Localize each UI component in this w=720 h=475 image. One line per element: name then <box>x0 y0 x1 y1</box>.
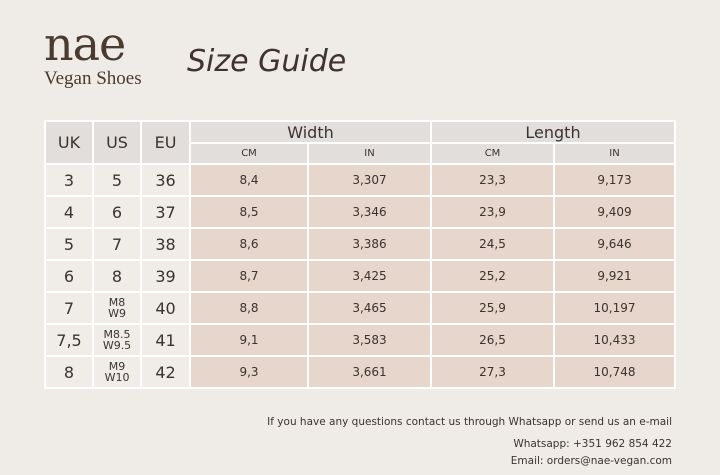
cell-length-in: 9,173 <box>553 163 676 197</box>
cell-us: M9 W10 <box>92 355 142 389</box>
header-eu: EU <box>140 120 191 165</box>
cell-eu: 39 <box>140 259 191 293</box>
cell-width-in: 3,661 <box>307 355 432 389</box>
us-size-line: M8 <box>108 296 126 309</box>
contact-email: Email: orders@nae-vegan.com <box>510 455 672 467</box>
brand-logo: nae Vegan Shoes <box>44 17 142 90</box>
table-row: 6 8 39 8,7 3,425 25,2 9,921 <box>44 259 676 293</box>
cell-eu: 38 <box>140 227 191 261</box>
header-width-cm: CM <box>189 142 309 165</box>
page-title: Size Guide <box>187 44 347 79</box>
cell-length-cm: 23,9 <box>430 195 555 229</box>
cell-eu: 37 <box>140 195 191 229</box>
cell-width-cm: 8,6 <box>189 227 309 261</box>
cell-width-cm: 8,5 <box>189 195 309 229</box>
us-size-line: 7 <box>111 234 123 254</box>
cell-length-in: 9,646 <box>553 227 676 261</box>
us-size-line: W10 <box>104 371 130 384</box>
cell-length-cm: 27,3 <box>430 355 555 389</box>
cell-uk: 7 <box>44 291 94 325</box>
header-length-cm: CM <box>430 142 555 165</box>
cell-width-cm: 8,4 <box>189 163 309 197</box>
cell-uk: 3 <box>44 163 94 197</box>
table-row: 5 7 38 8,6 3,386 24,5 9,646 <box>44 227 676 261</box>
size-table: UK US EU Width Length CM IN CM IN 3 5 36 8,… <box>44 120 676 389</box>
cell-length-in: 10,748 <box>553 355 676 389</box>
us-size-line: 5 <box>111 170 123 190</box>
cell-length-in: 10,433 <box>553 323 676 357</box>
cell-eu: 42 <box>140 355 191 389</box>
cell-us: 5 <box>92 163 142 197</box>
brand-name: nae <box>44 17 126 71</box>
cell-width-in: 3,307 <box>307 163 432 197</box>
cell-us: M8 W9 <box>92 291 142 325</box>
contact-note: If you have any questions contact us thr… <box>267 416 672 428</box>
us-size-line: M9 <box>108 360 126 373</box>
header-uk: UK <box>44 120 94 165</box>
cell-length-cm: 25,2 <box>430 259 555 293</box>
cell-us: 7 <box>92 227 142 261</box>
cell-width-in: 3,346 <box>307 195 432 229</box>
cell-length-cm: 24,5 <box>430 227 555 261</box>
us-size-line: 8 <box>111 266 123 286</box>
cell-eu: 36 <box>140 163 191 197</box>
us-size-line: W9 <box>108 307 126 320</box>
cell-us: 8 <box>92 259 142 293</box>
cell-uk: 7,5 <box>44 323 94 357</box>
brand-tagline: Vegan Shoes <box>44 68 142 89</box>
table-row: 3 5 36 8,4 3,307 23,3 9,173 <box>44 163 676 197</box>
cell-width-cm: 8,7 <box>189 259 309 293</box>
cell-length-cm: 26,5 <box>430 323 555 357</box>
cell-length-cm: 23,3 <box>430 163 555 197</box>
cell-length-in: 9,409 <box>553 195 676 229</box>
table-row: 7 M8 W9 40 8,8 3,465 25,9 10,197 <box>44 291 676 325</box>
header-length: Length <box>430 120 676 144</box>
cell-width-in: 3,425 <box>307 259 432 293</box>
cell-width-cm: 8,8 <box>189 291 309 325</box>
table-row: 8 M9 W10 42 9,3 3,661 27,3 10,748 <box>44 355 676 389</box>
cell-uk: 4 <box>44 195 94 229</box>
cell-uk: 8 <box>44 355 94 389</box>
cell-width-cm: 9,1 <box>189 323 309 357</box>
cell-length-in: 9,921 <box>553 259 676 293</box>
us-size-line: M8.5 <box>103 328 131 341</box>
cell-uk: 5 <box>44 227 94 261</box>
us-size-line: 6 <box>111 202 123 222</box>
cell-us: 6 <box>92 195 142 229</box>
contact-whatsapp: Whatsapp: +351 962 854 422 <box>513 438 672 450</box>
cell-width-in: 3,583 <box>307 323 432 357</box>
header-width-in: IN <box>307 142 432 165</box>
header-us: US <box>92 120 142 165</box>
header-length-in: IN <box>553 142 676 165</box>
table-row: 4 6 37 8,5 3,346 23,9 9,409 <box>44 195 676 229</box>
cell-length-in: 10,197 <box>553 291 676 325</box>
cell-eu: 40 <box>140 291 191 325</box>
table-row: 7,5 M8.5 W9.5 41 9,1 3,583 26,5 10,433 <box>44 323 676 357</box>
cell-width-in: 3,386 <box>307 227 432 261</box>
us-size-line: W9.5 <box>102 339 132 352</box>
header-width: Width <box>189 120 432 144</box>
cell-uk: 6 <box>44 259 94 293</box>
cell-length-cm: 25,9 <box>430 291 555 325</box>
cell-width-in: 3,465 <box>307 291 432 325</box>
cell-us: M8.5 W9.5 <box>92 323 142 357</box>
cell-width-cm: 9,3 <box>189 355 309 389</box>
cell-eu: 41 <box>140 323 191 357</box>
